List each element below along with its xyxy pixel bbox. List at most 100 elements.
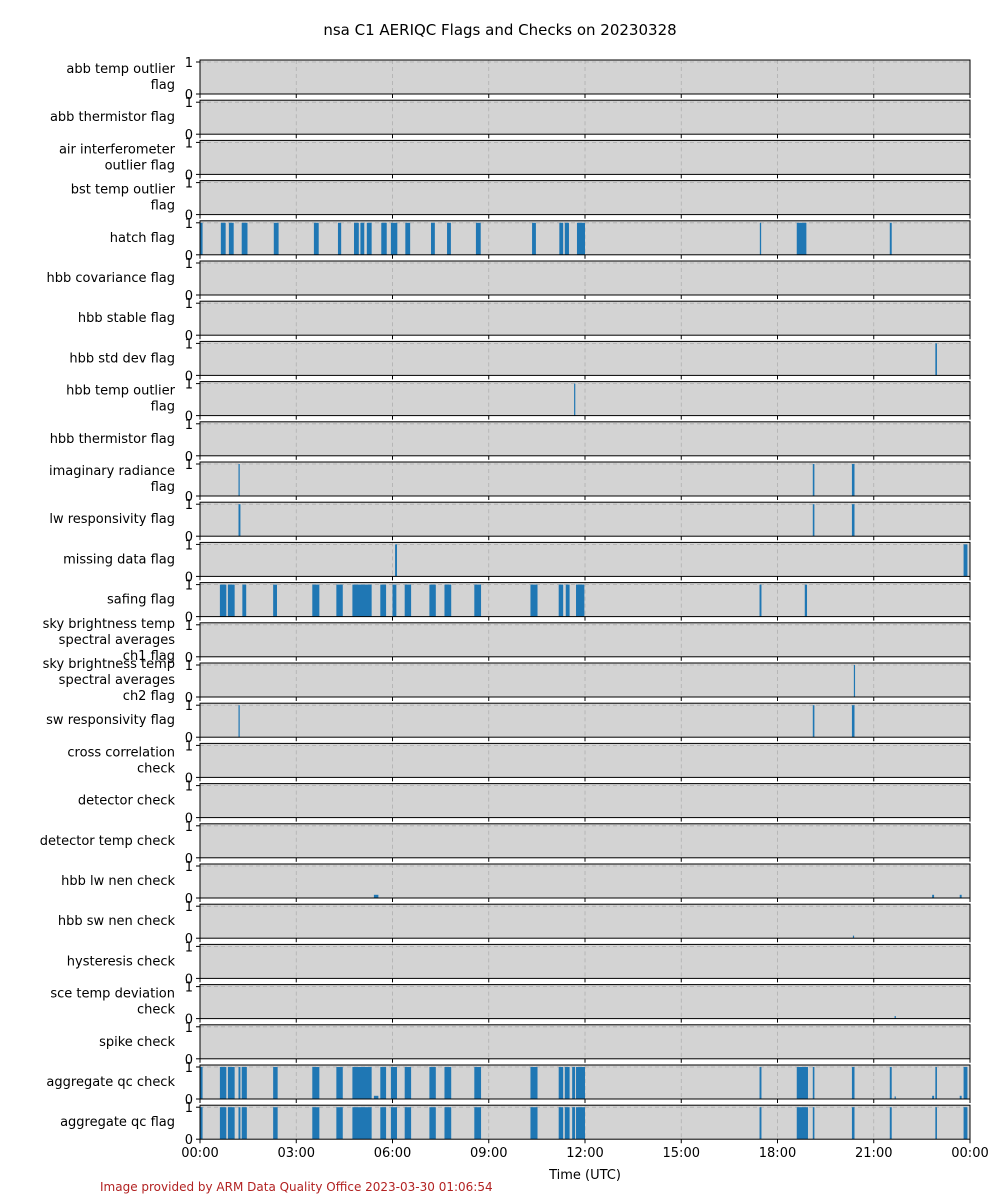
- y-tick-label: 0: [185, 771, 193, 786]
- flag-bar: [447, 222, 451, 255]
- flag-bar: [796, 222, 807, 255]
- flag-bar: [530, 1107, 538, 1140]
- x-axis-label: Time (UTC): [549, 1168, 621, 1183]
- flag-bar: [381, 222, 387, 255]
- y-tick-label: 0: [185, 490, 193, 505]
- flag-bar: [444, 1107, 452, 1140]
- row-label: detector check: [78, 794, 176, 809]
- x-tick-label: 00:00: [951, 1146, 988, 1161]
- flag-bar: [851, 705, 855, 738]
- flag-bar: [312, 1107, 320, 1140]
- x-tick-label: 15:00: [663, 1146, 700, 1161]
- row-label: spectral averages: [59, 673, 176, 688]
- flag-bar: [354, 222, 359, 255]
- flag-bar: [273, 1107, 278, 1140]
- flag-bar: [380, 1107, 387, 1140]
- flag-bar: [576, 1107, 585, 1140]
- y-tick-label: 0: [185, 570, 193, 585]
- y-tick-label: 0: [185, 88, 193, 103]
- flag-bar: [812, 705, 815, 738]
- row-label: hbb std dev flag: [69, 351, 175, 366]
- y-tick-label: 1: [185, 136, 193, 151]
- flag-bar: [273, 584, 277, 617]
- y-tick-label: 1: [185, 579, 193, 594]
- row-label: bst temp outlier: [71, 183, 176, 198]
- flag-bar: [337, 222, 342, 255]
- flag-bar: [564, 1107, 570, 1140]
- flag-bar: [238, 504, 241, 537]
- flag-bar: [759, 1067, 762, 1099]
- flag-bar: [574, 383, 576, 416]
- row-label: hbb temp outlier: [66, 384, 176, 399]
- row-label: imaginary radiance: [49, 464, 175, 479]
- flag-bar: [532, 222, 536, 255]
- y-tick-label: 0: [185, 932, 193, 947]
- flag-bar: [336, 584, 343, 617]
- flag-bar: [932, 1095, 935, 1099]
- row-label: check: [137, 1003, 176, 1018]
- chart-title: nsa C1 AERIQC Flags and Checks on 202303…: [323, 21, 677, 39]
- y-tick-label: 1: [185, 940, 193, 955]
- flag-bar: [395, 544, 397, 577]
- row-label: air interferometer: [59, 142, 176, 157]
- x-tick-label: 06:00: [374, 1146, 411, 1161]
- row-label: safing flag: [107, 593, 175, 608]
- flag-bar: [759, 222, 762, 255]
- y-tick-label: 0: [185, 972, 193, 987]
- flag-bar: [444, 584, 452, 617]
- flag-bar: [894, 1096, 896, 1099]
- y-tick-label: 1: [185, 498, 193, 513]
- flag-bar: [238, 705, 240, 738]
- flag-bar: [227, 584, 235, 617]
- flag-bar: [220, 222, 226, 255]
- flag-bar: [889, 222, 892, 255]
- flag-bar: [812, 504, 815, 537]
- flag-bar: [935, 1067, 937, 1099]
- y-tick-label: 0: [185, 329, 193, 344]
- y-tick-label: 1: [185, 619, 193, 634]
- flag-bar: [366, 222, 372, 255]
- y-tick-label: 0: [185, 1053, 193, 1068]
- flag-bar: [474, 584, 482, 617]
- flag-bar: [796, 1067, 808, 1099]
- flag-bar: [312, 1067, 320, 1099]
- y-tick-label: 1: [185, 96, 193, 111]
- y-tick-label: 1: [185, 1021, 193, 1036]
- row-label: hbb thermistor flag: [50, 432, 175, 447]
- flag-bar: [530, 1067, 538, 1099]
- flag-bar: [390, 1067, 397, 1099]
- flag-bar: [404, 1107, 412, 1140]
- x-tick-label: 03:00: [278, 1146, 315, 1161]
- flag-bar: [959, 894, 962, 898]
- y-tick-label: 1: [185, 217, 193, 232]
- credit-text: Image provided by ARM Data Quality Offic…: [100, 1180, 493, 1194]
- flag-bar: [564, 222, 569, 255]
- y-tick-label: 0: [185, 168, 193, 183]
- flag-bar: [576, 222, 585, 255]
- flag-bar: [894, 1016, 896, 1019]
- flag-bar: [373, 1095, 379, 1099]
- flag-bar: [572, 1067, 576, 1099]
- row-label: spike check: [99, 1035, 175, 1050]
- y-tick-label: 1: [185, 860, 193, 875]
- flag-bar: [352, 1107, 372, 1140]
- row-label: aggregate qc flag: [60, 1115, 175, 1130]
- row-label: sw responsivity flag: [46, 713, 175, 728]
- flag-bar: [360, 222, 365, 255]
- flag-bar: [404, 1067, 412, 1099]
- flag-bar: [219, 1067, 227, 1099]
- flag-bar: [759, 584, 762, 617]
- row-label: ch2 flag: [123, 689, 175, 704]
- flag-bar: [313, 222, 319, 255]
- y-tick-label: 0: [185, 731, 193, 746]
- flag-bar: [200, 1107, 203, 1140]
- flag-bar: [227, 1067, 235, 1099]
- row-label: sce temp deviation: [50, 987, 175, 1002]
- flag-bar: [238, 1107, 241, 1140]
- row-label: abb thermistor flag: [50, 110, 175, 125]
- y-tick-label: 1: [185, 257, 193, 272]
- y-tick-label: 1: [185, 739, 193, 754]
- row-label: detector temp check: [40, 834, 176, 849]
- flag-bar: [474, 1107, 482, 1140]
- y-tick-label: 0: [185, 611, 193, 626]
